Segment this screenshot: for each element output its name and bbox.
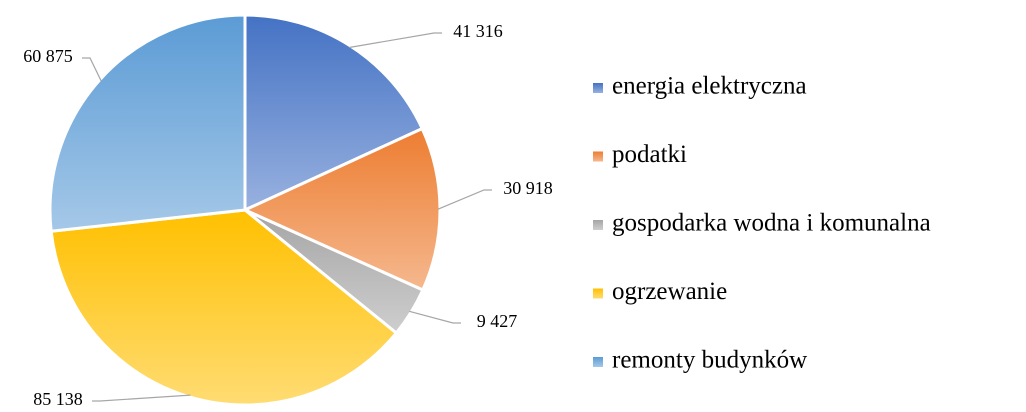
pie-slice (48, 13, 247, 233)
legend-label: podatki (612, 141, 687, 168)
pie-slice (241, 126, 442, 292)
legend-swatch (593, 83, 603, 93)
legend-label: ogrzewanie (612, 278, 727, 305)
legend-swatch (593, 220, 603, 230)
leader-line (92, 394, 191, 402)
leader-line (349, 32, 442, 49)
legend-swatch (593, 151, 603, 162)
legend-swatch (593, 288, 603, 299)
legend-label: remonty budynków (612, 347, 807, 374)
leader-line (409, 310, 461, 324)
data-label: 41 316 (453, 21, 503, 41)
data-label: 30 918 (503, 178, 553, 198)
legend-label: gospodarka wodna i komunalna (612, 210, 931, 237)
data-label: 9 427 (477, 311, 518, 331)
pie-slice (49, 208, 399, 407)
legend-swatch (593, 357, 603, 367)
data-label: 60 875 (23, 46, 73, 66)
pie-slice (243, 13, 425, 213)
leader-line (82, 57, 102, 82)
leader-line (437, 189, 492, 210)
data-label: 85 138 (33, 389, 83, 409)
legend-label: energia elektryczna (612, 73, 807, 100)
